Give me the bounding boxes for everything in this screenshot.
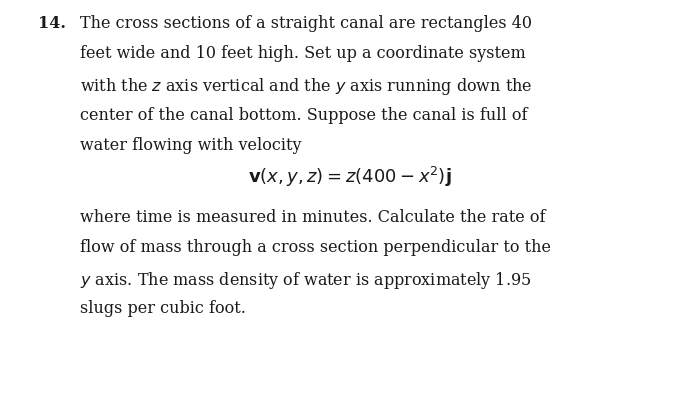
Text: water flowing with velocity: water flowing with velocity [80, 137, 302, 154]
Text: 14.: 14. [38, 15, 66, 32]
Text: flow of mass through a cross section perpendicular to the: flow of mass through a cross section per… [80, 239, 551, 256]
Text: $y$ axis. The mass density of water is approximately 1.95: $y$ axis. The mass density of water is a… [80, 270, 531, 291]
Text: The cross sections of a straight canal are rectangles 40: The cross sections of a straight canal a… [80, 15, 532, 32]
Text: where time is measured in minutes. Calculate the rate of: where time is measured in minutes. Calcu… [80, 209, 545, 226]
Text: $\mathbf{v}(x, y, z) = z(400 - x^2)\mathbf{j}$: $\mathbf{v}(x, y, z) = z(400 - x^2)\math… [248, 165, 452, 189]
Text: slugs per cubic foot.: slugs per cubic foot. [80, 300, 246, 317]
Text: with the $z$ axis vertical and the $y$ axis running down the: with the $z$ axis vertical and the $y$ a… [80, 76, 533, 97]
Text: feet wide and 10 feet high. Set up a coordinate system: feet wide and 10 feet high. Set up a coo… [80, 46, 526, 62]
Text: center of the canal bottom. Suppose the canal is full of: center of the canal bottom. Suppose the … [80, 106, 528, 123]
